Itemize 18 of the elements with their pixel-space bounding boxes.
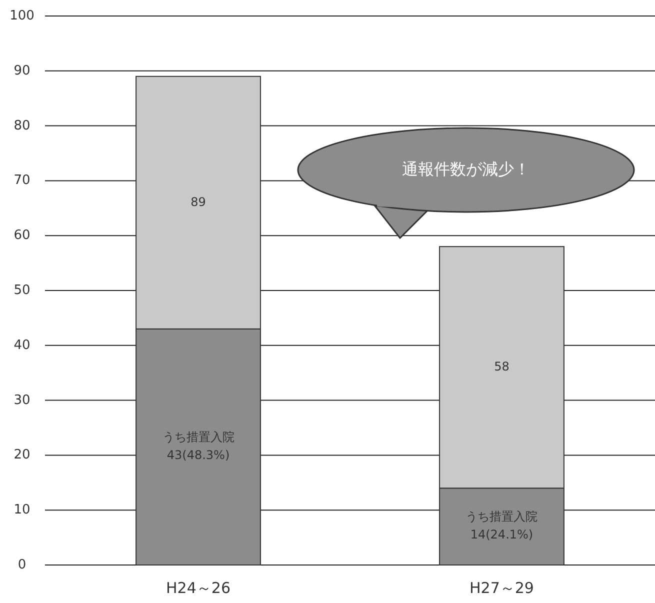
y-tick-label: 30 bbox=[14, 392, 30, 408]
y-tick-label: 40 bbox=[14, 338, 30, 353]
total-label: 58 bbox=[494, 360, 510, 374]
y-tick-label: 90 bbox=[14, 63, 30, 78]
total-label: 89 bbox=[190, 194, 206, 209]
y-tick-label: 60 bbox=[14, 228, 30, 244]
y-tick-label: 70 bbox=[14, 173, 30, 188]
y-tick-label: 100 bbox=[10, 8, 34, 24]
data-label: うち措置入院 14(24.1%) bbox=[466, 510, 538, 542]
data-label: うち措置入院 43(48.3%) bbox=[162, 430, 234, 462]
y-tick-label: 0 bbox=[18, 558, 26, 573]
x-tick-label: H27～29 bbox=[470, 579, 534, 597]
x-tick-label: H24～26 bbox=[166, 579, 230, 597]
y-tick-label: 20 bbox=[14, 448, 30, 463]
y-tick-label: 50 bbox=[14, 283, 30, 298]
y-tick-label: 10 bbox=[14, 502, 30, 518]
y-tick-label: 80 bbox=[14, 118, 30, 134]
annotation: 通報件数が減少！ bbox=[402, 159, 530, 178]
